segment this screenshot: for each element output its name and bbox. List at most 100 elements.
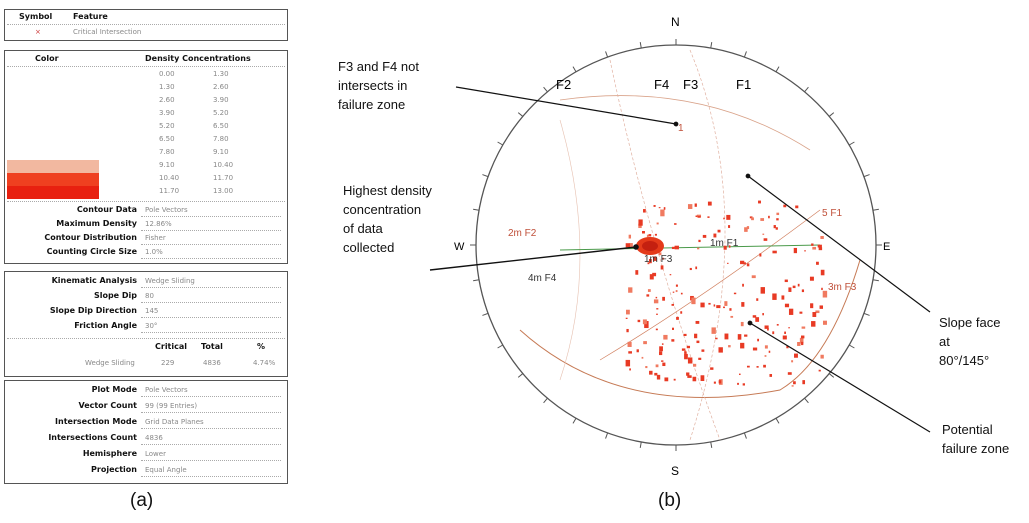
annotation-highest-density: Highest density concentration of data co…	[343, 183, 432, 255]
critical-intersection-point	[718, 380, 722, 384]
critical-intersection-point	[762, 313, 764, 316]
density-min: 1.30	[159, 83, 175, 91]
critical-intersection-point	[663, 207, 666, 210]
pole-label-1m-f3: 1m F3	[644, 254, 673, 265]
tick-mark	[639, 441, 642, 448]
critical-intersection-point	[625, 317, 628, 319]
critical-intersection-point	[680, 292, 683, 295]
critical-intersection-point	[638, 223, 642, 229]
critical-intersection-point	[723, 306, 725, 309]
critical-intersection-point	[672, 327, 674, 330]
tick-mark	[872, 279, 879, 282]
critical-intersection-point	[642, 230, 645, 234]
critical-intersection-point	[744, 227, 748, 232]
density-swatch	[7, 82, 99, 95]
critical-intersection-point	[799, 337, 804, 344]
total-count: 4836	[203, 359, 221, 367]
critical-intersection-point	[694, 203, 697, 207]
tick-mark	[775, 66, 780, 73]
critical-intersection-point	[784, 279, 788, 283]
info-label: Kinematic Analysis	[51, 276, 137, 285]
critical-intersection-point	[760, 287, 765, 294]
critical-intersection-point	[625, 243, 631, 248]
critical-intersection-point	[820, 354, 824, 359]
critical-intersection-point	[698, 357, 702, 360]
critical-intersection-point	[648, 259, 652, 264]
critical-intersection-point	[822, 290, 828, 298]
critical-intersection-point	[788, 287, 792, 292]
kinematic-box: Kinematic Analysis Wedge Sliding Slope Dip…	[4, 271, 288, 377]
tick-mark	[775, 417, 780, 424]
info-label: Vector Count	[78, 401, 137, 410]
critical-intersection-point	[760, 218, 765, 221]
critical-intersection-point	[707, 216, 710, 218]
tick-mark	[543, 86, 548, 93]
critical-intersection-point	[661, 360, 664, 362]
density-min: 2.60	[159, 96, 175, 104]
critical-intersection-point	[740, 342, 745, 349]
critical-intersection-point	[728, 225, 731, 228]
critical-intersection-point	[755, 317, 760, 322]
critical-intersection-point	[643, 209, 646, 213]
critical-intersection-point	[646, 234, 649, 238]
arrow-density	[429, 244, 639, 271]
critical-intersection-point	[637, 319, 641, 323]
critical-intersection-point	[791, 360, 794, 363]
critical-intersection-point	[762, 233, 765, 235]
critical-intersection-point	[746, 263, 750, 267]
critical-intersection-point	[660, 209, 665, 217]
critical-intersection-point	[658, 207, 661, 209]
critical-intersection-point	[776, 324, 779, 326]
density-min: 11.70	[159, 187, 180, 195]
density-min: 9.10	[159, 161, 175, 169]
great-circle-f1	[559, 95, 811, 151]
critical-intersection-point	[662, 257, 664, 260]
critical-intersection-point	[700, 375, 705, 381]
critical-intersection-point	[636, 349, 639, 353]
critical-intersection-point	[664, 377, 669, 382]
info-value: Grid Data Planes	[145, 418, 204, 426]
density-min: 7.80	[159, 148, 175, 156]
info-value: 145	[145, 307, 159, 315]
critical-intersection-point	[638, 219, 643, 226]
density-swatch	[7, 160, 99, 173]
critical-intersection-point	[723, 245, 727, 250]
density-max: 11.70	[213, 174, 234, 182]
critical-intersection-point	[687, 357, 693, 364]
info-label: Intersection Mode	[55, 417, 137, 426]
critical-intersection-point	[801, 335, 805, 339]
critical-intersection-point	[811, 243, 814, 246]
critical-intersection-point	[742, 383, 745, 386]
density-swatch	[7, 147, 99, 160]
critical-feature-label: Critical Intersection	[73, 28, 142, 36]
info-label: Projection	[91, 465, 137, 474]
pole-label-5-f1: 5 F1	[822, 208, 842, 219]
tick-mark	[572, 66, 577, 73]
critical-intersection-point	[797, 283, 800, 287]
critical-intersection-point	[819, 305, 824, 309]
critical-symbol: ×	[35, 28, 41, 36]
critical-intersection-point	[700, 302, 705, 308]
critical-intersection-point	[746, 226, 750, 230]
critical-intersection-point	[693, 363, 697, 367]
critical-intersection-point	[707, 201, 712, 206]
critical-intersection-point	[713, 381, 716, 384]
intersection-line	[559, 244, 821, 251]
critical-intersection-point	[662, 362, 666, 367]
critical-intersection-point	[799, 311, 803, 314]
critical-intersection-point	[764, 345, 768, 349]
density-max: 5.20	[213, 109, 229, 117]
critical-intersection-point	[726, 214, 731, 220]
contour-info: Contour Data Pole Vectors Maximum Density 1…	[5, 201, 287, 261]
info-value: 12.86%	[145, 220, 172, 228]
critical-intersection-point	[737, 334, 742, 340]
critical-intersection-point	[793, 247, 798, 254]
density-box: Color Density Concentrations 0.00 1.30 1.3…	[4, 50, 288, 264]
density-color-scale	[7, 69, 99, 199]
critical-intersection-point	[809, 276, 814, 281]
critical-intersection-point	[768, 215, 770, 219]
critical-intersection-point	[692, 376, 697, 382]
info-label: Maximum Density	[56, 219, 137, 228]
friction-cone	[599, 209, 821, 361]
